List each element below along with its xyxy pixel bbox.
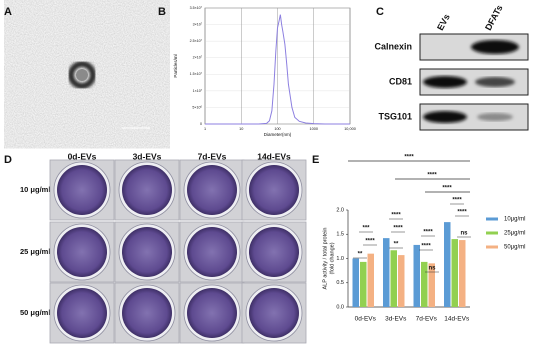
blot-row-label: TSG101 [378,111,412,121]
x-axis-label: Diameter(nm) [264,132,292,137]
well [122,288,172,338]
y-tick-label: 2.5×10⁷ [190,39,203,43]
y-tick-label: 0.0 [336,304,344,310]
size-distribution-line [205,14,350,125]
x-tick-label: 3d-EVs [385,316,407,323]
legend-swatch [486,245,498,249]
well [249,288,299,338]
significance-label: **** [423,230,433,236]
panel-label: D [4,154,12,166]
y-tick-label: 2×10⁷ [193,56,203,60]
legend-swatch [486,231,498,235]
plate-column-label: 7d-EVs [198,151,227,161]
panel-label: A [4,6,12,18]
well [57,165,107,215]
panel-label: B [158,6,166,18]
x-tick-label: 10,000 [344,127,356,131]
x-tick-label: 10 [239,127,243,131]
band [477,113,513,121]
plate-row-label: 10 μg/ml [20,185,50,194]
y-tick-label: 2.0 [336,207,344,213]
x-tick-label: 1000 [310,127,318,131]
blot-row-label: CD81 [389,76,412,86]
y-axis-label: Particles/ml [173,54,178,77]
significance-label: **** [393,226,403,232]
significance-label: ** [394,242,399,248]
well [122,227,172,277]
well [57,288,107,338]
bar [352,258,359,307]
significance-label: **** [457,210,467,216]
plate-column-label: 0d-EVs [68,151,97,161]
bar [367,253,374,307]
bar [360,261,367,307]
x-tick-label: 7d-EVs [416,316,438,323]
y-tick-label: 1×10⁷ [193,89,203,93]
bar [428,263,435,307]
y-tick-label: 3×10⁷ [193,23,203,27]
band [475,77,515,87]
significance-label: *** [362,226,370,232]
y-tick-label: 0.5 [336,280,344,286]
y-tick-label: 3.5×10⁷ [190,6,203,10]
significance-label: **** [391,213,401,219]
bar [421,261,428,307]
band [423,111,467,123]
band [471,40,519,54]
x-tick-label: 0d-EVs [355,316,377,323]
significance-label: **** [452,198,462,204]
well [122,165,172,215]
legend-label: 25μg/ml [504,231,525,237]
blot-row-label: Calnexin [374,41,412,51]
y-tick-label: 1.5 [336,232,344,238]
band [423,76,467,88]
well [249,227,299,277]
blot-column-label: EVs [435,12,452,32]
panel-label: E [312,154,319,166]
significance-label: **** [421,244,431,250]
bar [398,255,405,307]
significance-label: ns [460,231,468,237]
significance-label: **** [427,173,437,179]
vesicle-core [76,69,88,81]
plate-row-label: 25 μg/ml [20,247,50,256]
legend-label: 50μg/ml [504,245,525,251]
well [249,165,299,215]
bar [413,244,420,307]
y-axis-label: (fold change) [329,242,335,274]
x-tick-label: 100 [274,127,280,131]
y-tick-label: 5×10⁶ [192,105,202,109]
significance-label: **** [442,186,452,192]
well [57,227,107,277]
well [187,165,237,215]
legend-swatch [486,217,498,221]
panel-label: C [376,6,384,18]
bar [451,239,458,307]
y-tick-label: 1.5×10⁷ [190,72,203,76]
bar [390,250,397,307]
vesicle [68,61,96,89]
y-tick-label: 1.0 [336,256,344,262]
bar [444,222,451,307]
significance-label: **** [404,155,414,161]
significance-label: ns [428,266,436,272]
bar [459,240,466,307]
well [187,288,237,338]
significance-label: ** [358,252,363,258]
y-axis-label: ALP activity / total protein [322,228,328,290]
significance-label: **** [365,239,375,245]
y-tick-label: 0 [200,122,202,126]
bar [383,238,390,307]
plate-column-label: 3d-EVs [133,151,162,161]
x-tick-label: 1 [204,127,206,131]
plate-column-label: 14d-EVs [257,151,291,161]
legend-label: 10μg/ml [504,217,525,223]
x-tick-label: 14d-EVs [444,316,470,323]
western-blot [419,33,529,131]
plate-row-label: 50 μg/ml [20,308,50,317]
well [187,227,237,277]
blot-column-label: DFATs [483,3,505,32]
